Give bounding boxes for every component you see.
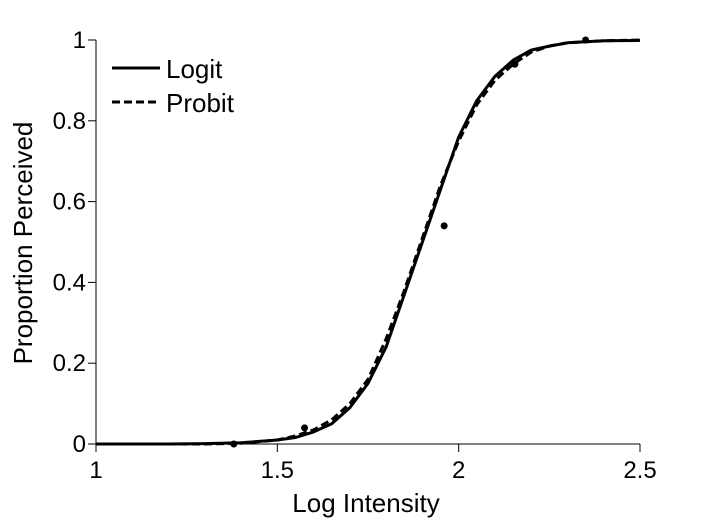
data-point bbox=[511, 60, 519, 68]
y-tick-label: 0.2 bbox=[53, 350, 86, 377]
legend: Logit Probit bbox=[112, 54, 235, 118]
y-tick-label: 0.8 bbox=[53, 108, 86, 135]
x-axis-label: Log Intensity bbox=[292, 488, 439, 518]
series-layer bbox=[96, 36, 641, 448]
y-tick-label: 0.6 bbox=[53, 189, 86, 216]
data-point bbox=[440, 222, 448, 230]
y-tick-label: 0.4 bbox=[53, 269, 86, 296]
y-tick-label: 0 bbox=[73, 431, 86, 458]
x-ticks: 1 1.5 2 2.5 bbox=[89, 444, 657, 484]
legend-label-logit: Logit bbox=[166, 54, 223, 84]
y-axis-label: Proportion Perceived bbox=[8, 122, 38, 365]
x-tick-label: 2 bbox=[452, 457, 465, 484]
data-point bbox=[301, 424, 309, 432]
legend-label-probit: Probit bbox=[166, 88, 235, 118]
plot-area: 1 1.5 2 2.5 0 0.2 0.4 0.6 0.8 1 bbox=[53, 27, 657, 484]
data-point bbox=[582, 36, 590, 44]
x-tick-label: 1.5 bbox=[261, 457, 294, 484]
y-ticks: 0 0.2 0.4 0.6 0.8 1 bbox=[53, 27, 96, 458]
x-tick-label: 2.5 bbox=[623, 457, 656, 484]
x-tick-label: 1 bbox=[89, 457, 102, 484]
data-point bbox=[230, 440, 238, 448]
y-tick-label: 1 bbox=[73, 27, 86, 54]
